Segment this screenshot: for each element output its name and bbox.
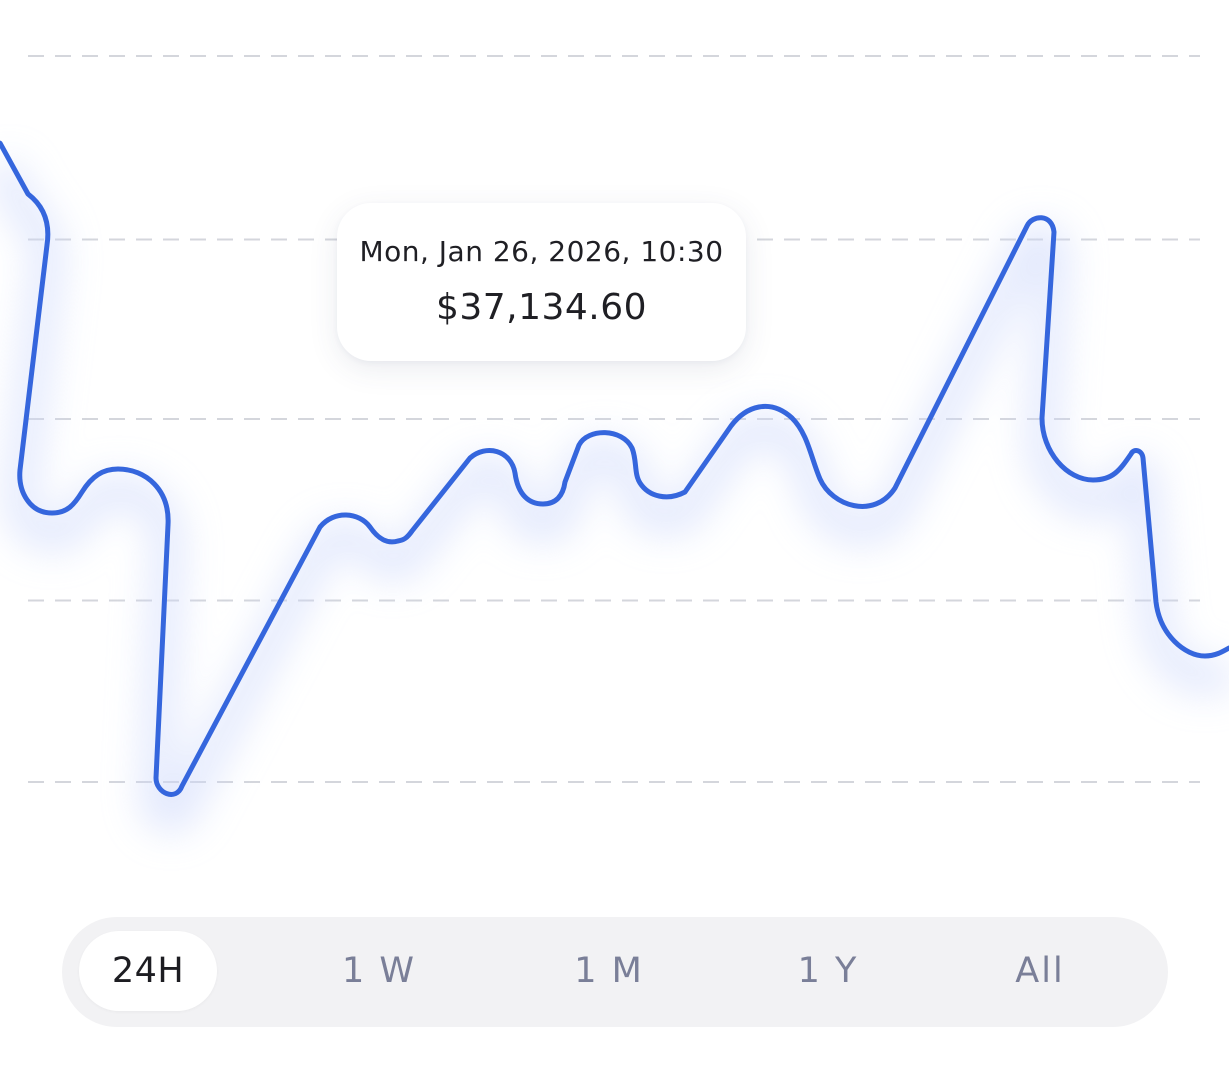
range-button-1w[interactable]: 1 W	[341, 951, 416, 991]
range-button-1m[interactable]: 1 M	[574, 951, 644, 991]
series-line	[0, 140, 1229, 797]
series-glow	[0, 156, 1229, 834]
chart-line-glow	[0, 156, 1229, 834]
range-button-1y[interactable]: 1 Y	[797, 951, 859, 991]
chart-series	[0, 140, 1229, 797]
price-tooltip: Mon, Jan 26, 2026, 10:30 $37,134.60	[337, 203, 746, 361]
tooltip-date: Mon, Jan 26, 2026, 10:30	[359, 235, 724, 268]
range-button-24h[interactable]: 24H	[79, 931, 217, 1011]
chart-gridlines	[28, 55, 1200, 783]
tooltip-price: $37,134.60	[435, 287, 648, 328]
time-range-selector: 24H 1 W 1 M 1 Y All	[62, 917, 1168, 1027]
range-button-all[interactable]: All	[1015, 951, 1065, 991]
price-chart	[0, 55, 1229, 834]
